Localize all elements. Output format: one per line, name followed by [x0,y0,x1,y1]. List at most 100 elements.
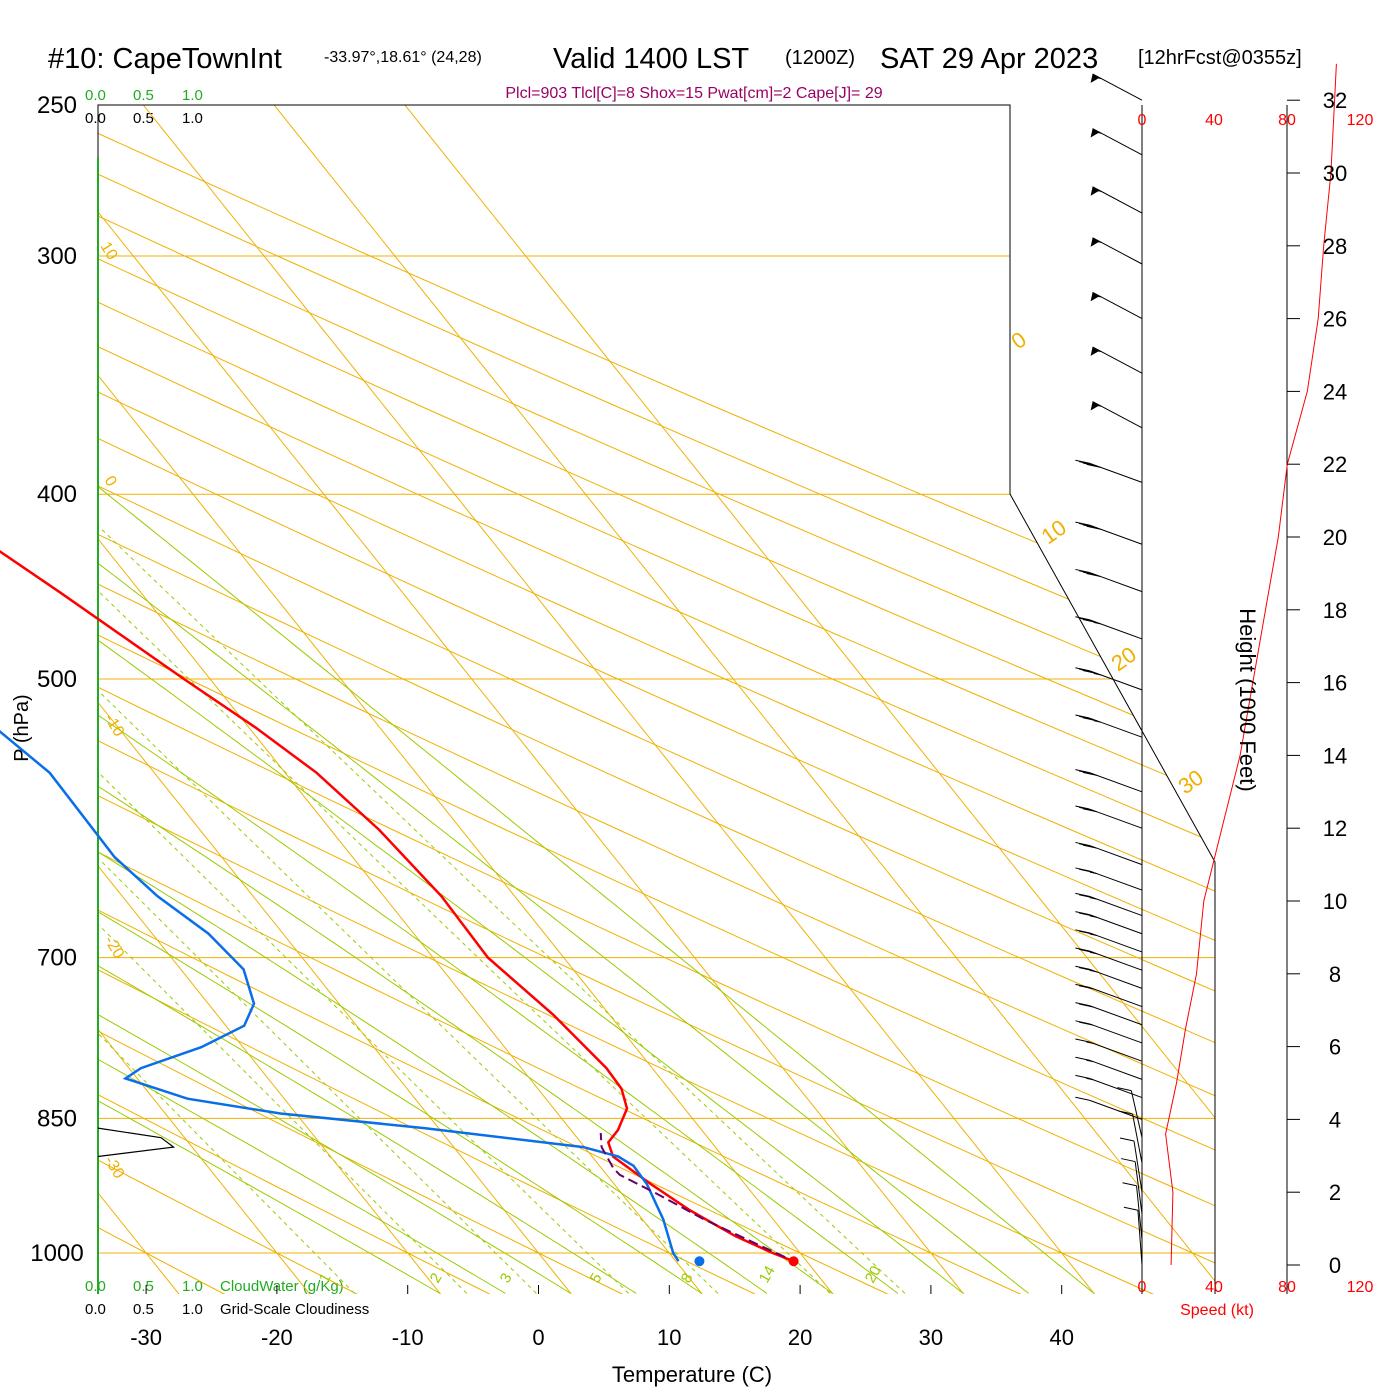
valid-date: SAT 29 Apr 2023 [880,43,1098,75]
pressure-tick-label: 500 [37,666,77,693]
isotherm-label: 20 [1107,642,1141,677]
wind-barb [1075,459,1143,483]
height-tick-label: 14 [1323,743,1347,768]
wind-barb-feather [1075,616,1090,621]
speed-tick: 80 [1278,1279,1296,1296]
wind-barb-half-feather [1094,131,1102,134]
mixing-ratio-line [98,493,906,1294]
isotherm-line [125,105,1215,1294]
speed-tick: 0 [1138,112,1147,129]
height-tick-label: 12 [1323,816,1347,841]
wind-barb [1122,1182,1143,1240]
wind-barb-staff [1089,895,1143,917]
wind-barb-feather [1075,568,1090,573]
wind-barb-staff [1133,1140,1143,1193]
dewpoint-surface-marker [694,1256,705,1267]
wind-barb-feather [1079,617,1094,622]
pressure-tick-label: 850 [37,1105,77,1132]
cloudiness-tick: 0.0 [85,110,106,127]
wind-barb-half-feather [1094,295,1102,298]
wind-barb-staff [1089,808,1143,829]
moist-adiabat-line [98,105,506,1294]
pressure-tick-label: 300 [37,243,77,270]
wind-barb-half-feather [1094,76,1102,80]
wind-barb-pennant [1090,401,1100,411]
pressure-tick-label: 1000 [30,1240,83,1267]
temperature-line [0,549,795,1263]
plot-frame [97,104,1216,1294]
wind-barb [1123,1206,1143,1266]
wind-barb-staff [1089,1077,1143,1099]
wind-barb [1090,237,1143,265]
wind-barb [1075,911,1143,935]
speed-axis-top: 0 40 80 120 [1138,112,1374,129]
wind-barb-pennant [1090,128,1100,138]
wind-barb-pennant [1090,237,1100,247]
height-tick-label: 2 [1329,1180,1341,1205]
wind-barb-feather [1075,1002,1090,1007]
wind-barb [1075,521,1143,545]
speed-tick: 40 [1205,1279,1223,1296]
x-axis-label: Temperature (C) [612,1362,772,1387]
cloudwater-tick: 1.0 [182,1278,203,1295]
wind-barb-half-feather [1089,871,1097,875]
mixing-ratio-line [98,493,355,1294]
cloudwater-tick: 1.0 [182,87,203,104]
isotherm-line [98,105,975,1294]
moist-adiabat-line [98,105,964,1294]
cloudwater-tick: 0.5 [133,1278,154,1295]
cloudwater-tick: 0.5 [133,87,154,104]
wind-barb-half-feather [1089,897,1097,900]
wind-barb-half-feather [1089,933,1097,937]
wind-barb-feather [1079,770,1094,775]
moist-adiabat-line [98,105,702,1294]
wind-barb-pennant [1090,186,1100,196]
cloudiness-tick: 0.5 [133,110,154,127]
wind-barb-staff [1136,1185,1143,1240]
wind-barb [1075,1056,1143,1080]
wind-barb-feather [1079,912,1094,917]
mixing-ratio-label: 5 [587,1270,606,1286]
wind-barb-staff [1089,1041,1143,1062]
wind-barb-feather [1119,1137,1135,1142]
wind-barb-feather [1079,570,1094,575]
wind-barb-pennant [1090,73,1100,83]
moist-adiabat-line [98,105,833,1294]
wind-barb-feather [1086,573,1101,578]
x-tick-label: -10 [392,1325,424,1350]
wind-barb-feather [1075,947,1090,952]
cloudiness-label: Grid-Scale Cloudiness [220,1301,369,1318]
wind-barb-staff [1137,1210,1143,1266]
wind-barb-feather [1079,523,1094,527]
dry-adiabat-line [98,105,709,1294]
zulu-time: (1200Z) [785,47,855,69]
height-tick-label: 20 [1323,525,1347,550]
speed-tick: 120 [1347,1279,1374,1296]
wind-barb-staff [1089,1005,1143,1026]
wind-barb-feather [1082,619,1097,623]
wind-barb-half-feather [1086,1077,1094,1081]
wind-barb-staff [1089,870,1143,891]
pressure-tick-label: 400 [37,481,77,508]
wind-barb-feather [1075,841,1090,846]
wind-barb [1075,929,1143,953]
station-title: #10: CapeTownInt [48,43,282,75]
wind-barb-half-feather [1086,1059,1094,1063]
height-tick-label: 10 [1323,889,1347,914]
temperature-surface-marker [788,1256,799,1267]
mixing-ratio-label: 8 [678,1270,697,1286]
wind-barb-feather [1122,1182,1137,1187]
dry-adiabat-line [98,105,850,1294]
cloudiness-line [97,1127,176,1158]
wind-barb-feather [1075,1074,1090,1079]
wind-barb-staff [1089,986,1143,1008]
wind-barb-feather [1075,892,1090,897]
height-tick-label: 16 [1323,671,1347,696]
wind-barb-feather [1082,669,1097,674]
